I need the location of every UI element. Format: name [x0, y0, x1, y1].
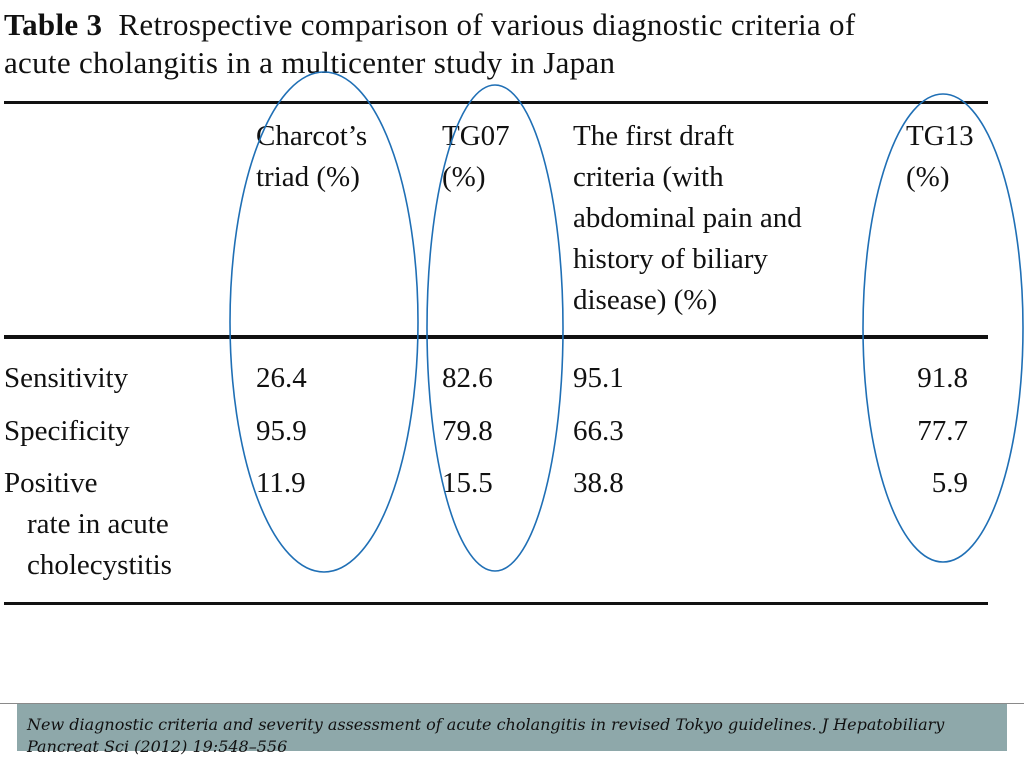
header-tg07-line1: TG07	[442, 120, 510, 152]
table-caption: Table 3 Retrospective comparison of vari…	[4, 6, 1004, 82]
row-label-specificity: Specificity	[4, 415, 130, 447]
cell-specificity-charcot: 95.9	[256, 415, 307, 447]
row-label-positive-line3: cholecystitis	[27, 549, 172, 581]
header-draft-line3: abdominal pain and	[573, 202, 802, 234]
header-tg07-line2: (%)	[442, 161, 486, 193]
cell-specificity-tg07: 79.8	[442, 415, 493, 447]
header-draft-line5: disease) (%)	[573, 284, 718, 316]
row-label-positive-line1: Positive	[4, 467, 98, 499]
caption-line-1: Table 3 Retrospective comparison of vari…	[4, 6, 1004, 44]
header-tg13-line1: TG13	[906, 120, 974, 152]
cell-specificity-draft: 66.3	[573, 415, 624, 447]
header-tg07: TG07 (%)	[442, 116, 510, 198]
source-citation-box: New diagnostic criteria and severity ass…	[17, 704, 1007, 756]
table-title-line-2: acute cholangitis in a multicenter study…	[4, 45, 616, 80]
header-tg13-line2: (%)	[906, 161, 950, 193]
cell-sensitivity-tg13: 91.8	[917, 362, 968, 394]
cell-positive-draft: 38.8	[573, 467, 624, 499]
bottom-rule	[4, 602, 988, 605]
cell-sensitivity-draft: 95.1	[573, 362, 624, 394]
header-draft-line2: criteria (with	[573, 161, 724, 193]
header-rule	[4, 335, 988, 339]
table-title-line-1: Retrospective comparison of various diag…	[118, 7, 856, 42]
cell-sensitivity-tg07: 82.6	[442, 362, 493, 394]
header-tg13: TG13 (%)	[906, 116, 974, 198]
cell-positive-tg07: 15.5	[442, 467, 493, 499]
row-label-positive-rate: Positive rate in acute cholecystitis	[4, 463, 172, 586]
header-charcot-line2: triad (%)	[256, 161, 360, 193]
cell-sensitivity-charcot: 26.4	[256, 362, 307, 394]
source-citation: New diagnostic criteria and severity ass…	[27, 715, 945, 756]
source-divider	[0, 703, 1024, 704]
header-first-draft: The first draft criteria (with abdominal…	[573, 116, 873, 321]
header-charcot-triad: Charcot’s triad (%)	[256, 116, 367, 198]
header-draft-line4: history of biliary	[573, 243, 768, 275]
table-number: Table 3	[4, 7, 103, 42]
cell-positive-charcot: 11.9	[256, 467, 306, 499]
row-label-positive-line2: rate in acute	[27, 508, 169, 540]
cell-positive-tg13: 5.9	[931, 467, 968, 499]
header-charcot-line1: Charcot’s	[256, 120, 368, 152]
header-draft-line1: The first draft	[573, 120, 735, 152]
row-label-sensitivity: Sensitivity	[4, 362, 129, 394]
top-rule	[4, 101, 988, 104]
cell-specificity-tg13: 77.7	[917, 415, 968, 447]
